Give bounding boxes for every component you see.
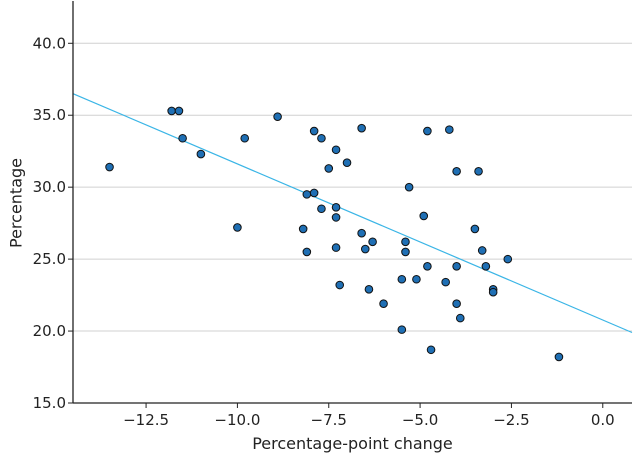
x-tick-label-4: −2.5: [493, 411, 529, 429]
data-point-17: [331, 203, 341, 212]
data-point-2: [174, 106, 184, 116]
data-point-33: [412, 274, 421, 284]
x-tick-label-5: 0.0: [591, 411, 615, 429]
data-point-42: [452, 299, 461, 309]
data-point-11: [309, 188, 319, 198]
y-tick-label-4: 35.0: [33, 106, 66, 124]
data-point-16: [331, 145, 341, 155]
data-point-21: [342, 158, 352, 168]
trend-line: [72, 93, 633, 334]
y-tick-label-3: 30.0: [33, 178, 66, 196]
data-point-7: [273, 112, 282, 121]
data-point-19: [331, 243, 341, 252]
data-point-24: [360, 244, 370, 254]
data-point-8: [298, 224, 308, 234]
data-point-26: [368, 237, 377, 247]
data-point-47: [481, 262, 491, 271]
data-point-40: [452, 167, 461, 176]
y-axis-title: Percentage: [7, 158, 26, 248]
data-point-37: [426, 345, 436, 355]
data-point-32: [404, 182, 414, 192]
data-point-27: [379, 299, 388, 309]
data-points: [105, 106, 564, 362]
data-point-51: [554, 352, 564, 362]
data-point-0: [105, 162, 114, 172]
data-point-13: [317, 204, 326, 214]
data-point-1: [167, 106, 176, 116]
data-point-22: [357, 123, 366, 133]
data-point-38: [441, 277, 450, 287]
axes: [72, 1, 632, 404]
data-point-14: [317, 133, 326, 143]
y-axis-ticks: 15.0 20.0 25.0 30.0 35.0 40.0: [33, 34, 73, 412]
data-point-25: [364, 285, 374, 294]
x-axis-title: Percentage-point change: [252, 434, 453, 453]
data-point-6: [240, 133, 250, 143]
data-point-36: [423, 262, 432, 271]
data-point-12: [309, 126, 319, 136]
y-tick-label-5: 40.0: [33, 34, 66, 52]
data-point-30: [401, 237, 410, 247]
data-point-31: [401, 247, 410, 257]
x-tick-label-3: −5.0: [402, 411, 438, 429]
y-tick-label-1: 20.0: [33, 322, 66, 340]
data-point-34: [419, 211, 429, 221]
data-point-45: [474, 167, 483, 176]
data-point-18: [331, 213, 341, 222]
data-point-20: [335, 280, 345, 290]
data-point-50: [503, 254, 513, 264]
gridlines: [73, 42, 632, 332]
data-point-41: [452, 262, 461, 271]
data-point-43: [455, 313, 465, 323]
y-tick-label-2: 25.0: [33, 250, 66, 268]
data-point-29: [397, 274, 407, 284]
data-point-4: [196, 149, 206, 159]
data-point-46: [477, 246, 487, 255]
data-point-23: [357, 228, 366, 238]
data-point-10: [302, 247, 312, 257]
data-point-39: [445, 125, 454, 134]
trendline-layer: [72, 93, 633, 334]
x-tick-label-0: −12.5: [123, 411, 169, 429]
data-point-28: [397, 325, 407, 334]
x-tick-label-2: −7.5: [311, 411, 347, 429]
x-tick-label-1: −10.0: [214, 411, 260, 429]
x-axis-ticks: −12.5 −10.0 −7.5 −5.0 −2.5 0.0: [123, 403, 615, 429]
data-point-49: [488, 287, 498, 297]
data-point-3: [178, 133, 187, 143]
y-tick-label-0: 15.0: [33, 394, 66, 412]
data-point-9: [302, 190, 312, 199]
data-point-15: [324, 164, 334, 173]
data-point-44: [470, 224, 480, 234]
data-point-5: [233, 223, 242, 232]
data-point-35: [423, 126, 432, 136]
